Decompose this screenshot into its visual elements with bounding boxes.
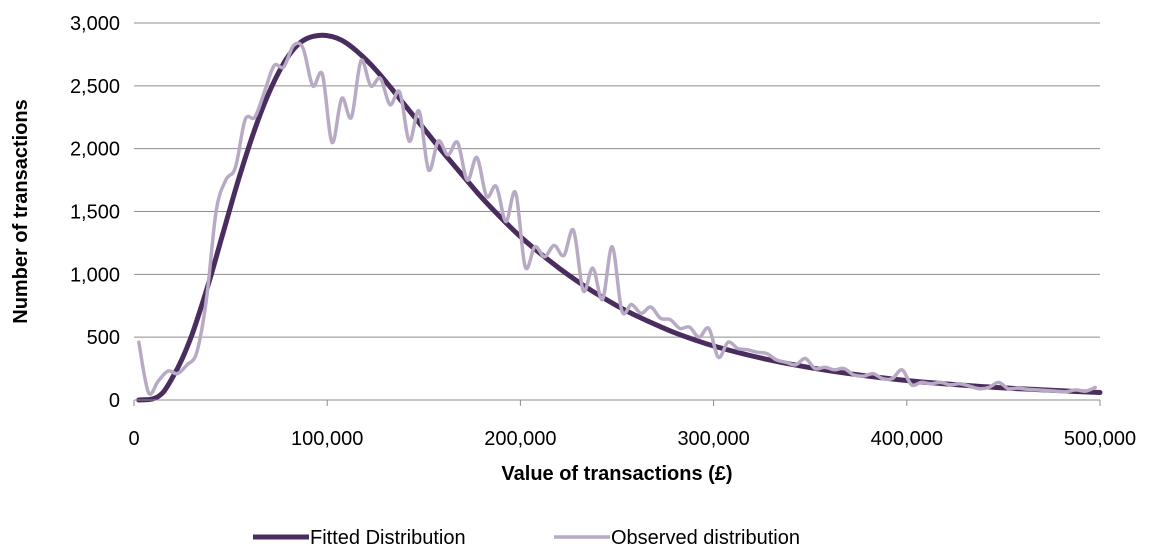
y-tick-label: 2,500 (70, 76, 120, 98)
y-tick-label: 2,000 (70, 139, 120, 161)
legend: Fitted Distribution Observed distribution (253, 527, 800, 549)
x-tick-label: 300,000 (677, 428, 749, 450)
y-tick-label: 1,500 (70, 202, 120, 224)
legend-label: Fitted Distribution (310, 527, 466, 549)
x-tick-label: 0 (128, 428, 139, 450)
series-line-fitted-distribution (136, 32, 1103, 403)
y-tick-label: 1,000 (70, 264, 120, 286)
x-tick-label: 500,000 (1064, 428, 1136, 450)
gridlines (134, 22, 1100, 338)
legend-label: Observed distribution (611, 527, 800, 549)
y-tick-label: 500 (87, 327, 120, 349)
y-tick-label: 3,000 (70, 13, 120, 35)
x-axis-title: Value of transactions (£) (501, 463, 732, 485)
y-axis: 0 500 1,000 1,500 2,000 2,500 3,000 (70, 13, 120, 412)
series-layer (136, 32, 1103, 403)
series-line-observed-distribution (137, 41, 1097, 396)
y-axis-title: Number of transactions (10, 99, 32, 323)
y-tick-label: 0 (109, 390, 120, 412)
x-tick-label: 400,000 (871, 428, 943, 450)
x-axis: 0 100,000 200,000 300,000 400,000 500,000 (128, 400, 1136, 450)
x-tick-label: 200,000 (484, 428, 556, 450)
x-tick-label: 100,000 (291, 428, 363, 450)
